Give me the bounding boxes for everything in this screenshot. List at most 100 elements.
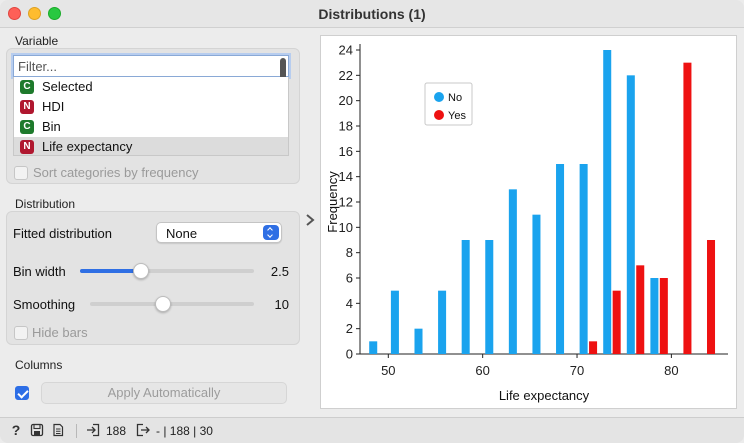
- bar-yes[interactable]: [659, 278, 668, 354]
- hide-bars-label: Hide bars: [32, 325, 88, 340]
- y-tick-label: 22: [339, 68, 353, 83]
- output-data-icon: [136, 423, 150, 437]
- categorical-type-icon: C: [20, 80, 34, 94]
- maximize-window-button[interactable]: [48, 7, 61, 20]
- variable-item-label: Life expectancy: [42, 139, 133, 154]
- y-tick-label: 24: [339, 43, 353, 58]
- variable-item-hdi[interactable]: N HDI: [14, 97, 288, 117]
- report-icon[interactable]: [51, 423, 65, 437]
- output-summary: - | 188 | 30: [156, 424, 213, 438]
- y-tick-label: 20: [339, 93, 353, 108]
- x-tick-label: 80: [664, 363, 678, 378]
- select-updown-icon: [263, 225, 279, 240]
- x-tick-label: 50: [381, 363, 395, 378]
- bar-no[interactable]: [485, 240, 494, 354]
- bar-yes[interactable]: [683, 62, 692, 355]
- hide-bars-checkbox[interactable]: [14, 326, 28, 340]
- variable-list-scrollbar[interactable]: [280, 58, 286, 82]
- x-axis-title: Life expectancy: [499, 388, 590, 403]
- legend-no-marker: [434, 92, 444, 102]
- legend: No Yes: [424, 82, 473, 126]
- bin-width-value: 2.5: [270, 264, 289, 279]
- x-tick-label: 60: [475, 363, 489, 378]
- smoothing-slider[interactable]: [90, 302, 254, 306]
- bar-no[interactable]: [556, 164, 565, 354]
- apply-button[interactable]: Apply Automatically: [41, 382, 287, 404]
- y-tick-label: 10: [339, 220, 353, 235]
- fitted-distribution-select[interactable]: None: [156, 222, 282, 243]
- save-icon[interactable]: [30, 423, 44, 437]
- variable-filter-input[interactable]: [13, 55, 289, 77]
- fitted-distribution-label: Fitted distribution: [13, 226, 112, 241]
- x-tick-label: 70: [570, 363, 584, 378]
- bars: [369, 50, 716, 355]
- variable-item-selected[interactable]: C Selected: [14, 77, 288, 97]
- bin-width-slider-fill: [80, 269, 141, 273]
- y-tick-label: 18: [339, 119, 353, 134]
- legend-yes-label: Yes: [448, 110, 466, 122]
- bar-no[interactable]: [532, 214, 541, 354]
- smoothing-value: 10: [274, 297, 289, 312]
- y-tick-label: 14: [339, 169, 353, 184]
- variable-item-label: HDI: [42, 99, 65, 114]
- status-bar: ? 188 - | 188 | 30: [0, 417, 744, 443]
- bin-width-slider[interactable]: [80, 269, 254, 273]
- sort-by-frequency-checkbox[interactable]: [14, 166, 28, 180]
- bar-no[interactable]: [508, 189, 517, 354]
- y-tick-label: 2: [346, 321, 353, 336]
- input-data-icon: [87, 423, 100, 437]
- window-title: Distributions (1): [318, 6, 426, 22]
- help-icon[interactable]: ?: [9, 423, 23, 437]
- smoothing-slider-handle[interactable]: [155, 296, 171, 312]
- bar-no[interactable]: [603, 50, 612, 354]
- bar-yes[interactable]: [612, 290, 621, 354]
- y-tick-label: 0: [346, 347, 353, 362]
- bar-yes[interactable]: [636, 265, 645, 354]
- bar-yes[interactable]: [589, 341, 598, 354]
- close-window-button[interactable]: [8, 7, 21, 20]
- numeric-type-icon: N: [20, 140, 34, 154]
- y-tick-label: 16: [339, 144, 353, 159]
- apply-automatically-checkbox[interactable]: [15, 386, 29, 400]
- title-bar: Distributions (1): [0, 0, 744, 28]
- bar-no[interactable]: [414, 328, 423, 354]
- y-axis-title: Frequency: [325, 171, 340, 233]
- categorical-type-icon: C: [20, 120, 34, 134]
- bar-no[interactable]: [650, 278, 659, 354]
- x-axis: 50 60 70 80: [360, 353, 728, 378]
- chevron-right-icon[interactable]: [305, 213, 315, 227]
- sort-by-frequency-label: Sort categories by frequency: [33, 165, 199, 180]
- numeric-type-icon: N: [20, 100, 34, 114]
- legend-yes-marker: [434, 110, 444, 120]
- fitted-distribution-value: None: [166, 226, 198, 241]
- variable-section-title: Variable: [15, 34, 59, 48]
- variable-item-life-expectancy[interactable]: N Life expectancy: [14, 137, 288, 155]
- y-tick-label: 6: [346, 271, 353, 286]
- y-tick-label: 12: [339, 195, 353, 210]
- plot-area[interactable]: 0 2 4 6 8 10 12 14 16 18 20 22 24 50 60 70 80 Life expe…: [320, 35, 737, 409]
- distribution-section-title: Distribution: [15, 197, 76, 211]
- bin-width-slider-handle[interactable]: [133, 263, 149, 279]
- input-count: 188: [106, 424, 127, 438]
- minimize-window-button[interactable]: [28, 7, 41, 20]
- bar-no[interactable]: [579, 164, 588, 354]
- variable-item-bin[interactable]: C Bin: [14, 117, 288, 137]
- smoothing-label: Smoothing: [13, 297, 76, 312]
- bar-no[interactable]: [461, 240, 470, 354]
- y-tick-label: 4: [346, 296, 353, 311]
- bar-no[interactable]: [369, 341, 378, 354]
- variable-list[interactable]: C Selected N HDI C Bin N Life expectancy: [13, 77, 289, 156]
- bin-width-label: Bin width: [13, 264, 66, 279]
- variable-item-label: Bin: [42, 119, 61, 134]
- columns-section-title: Columns: [15, 358, 63, 372]
- variable-item-label: Selected: [42, 79, 93, 94]
- legend-no-label: No: [448, 92, 462, 104]
- bar-no[interactable]: [438, 290, 447, 354]
- bar-no[interactable]: [390, 290, 399, 354]
- svg-text:?: ?: [12, 423, 21, 437]
- bar-no[interactable]: [626, 75, 635, 355]
- bar-yes[interactable]: [707, 240, 716, 354]
